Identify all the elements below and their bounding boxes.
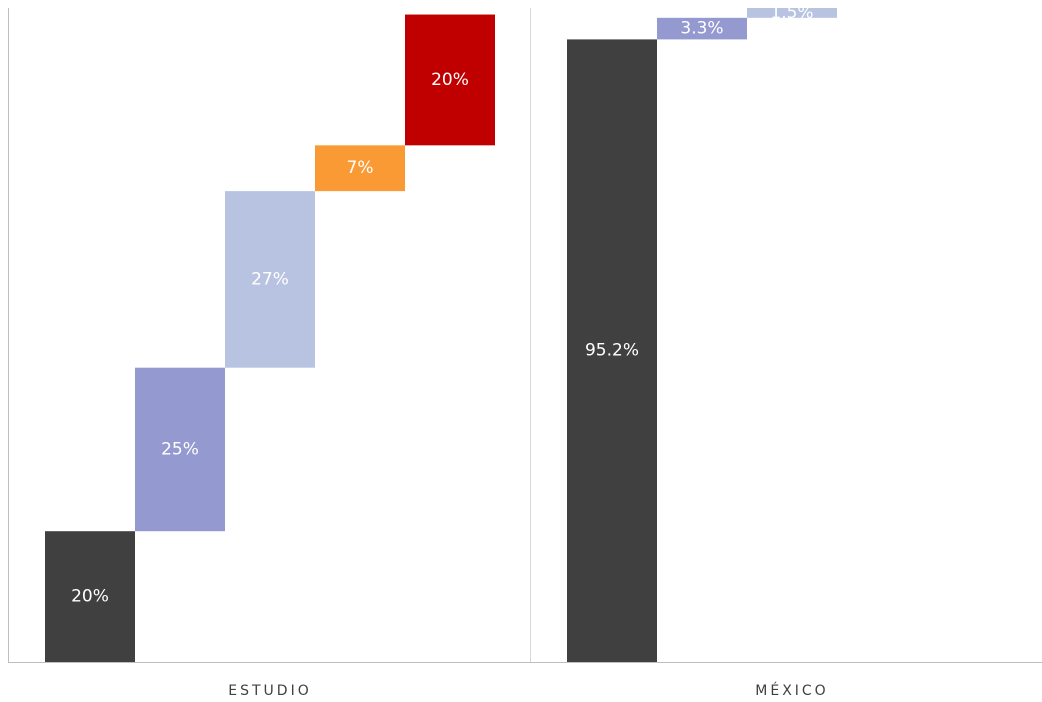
value-label: 0.1% xyxy=(950,0,993,18)
waterfall-bar xyxy=(567,39,657,662)
value-label: 20% xyxy=(431,70,469,90)
value-label: 0.1% xyxy=(860,0,903,18)
value-label: 7% xyxy=(347,158,374,178)
waterfall-bar xyxy=(657,17,747,40)
value-label: 1.5% xyxy=(770,3,813,23)
group-label: MÉXICO xyxy=(755,682,828,699)
value-label: 27% xyxy=(251,269,289,289)
value-label: 95.2% xyxy=(585,341,639,361)
waterfall-bar xyxy=(225,191,315,368)
waterfall-bar xyxy=(135,367,225,532)
waterfall-bar xyxy=(405,14,495,146)
waterfall-bar xyxy=(747,8,837,18)
group-label: ESTUDIO xyxy=(228,683,311,699)
waterfall-bar xyxy=(315,145,405,192)
value-label: 25% xyxy=(161,439,199,459)
plot-area: 20% 25% 27% 7% 20% 95.2% 3.3% 1.5% 0.1% 0.1% xyxy=(45,0,1017,662)
value-label: 20% xyxy=(71,587,109,607)
waterfall-bar xyxy=(927,7,1017,8)
waterfall-bar xyxy=(45,531,135,662)
value-label: 3.3% xyxy=(680,19,723,39)
waterfall-bar xyxy=(837,7,927,8)
